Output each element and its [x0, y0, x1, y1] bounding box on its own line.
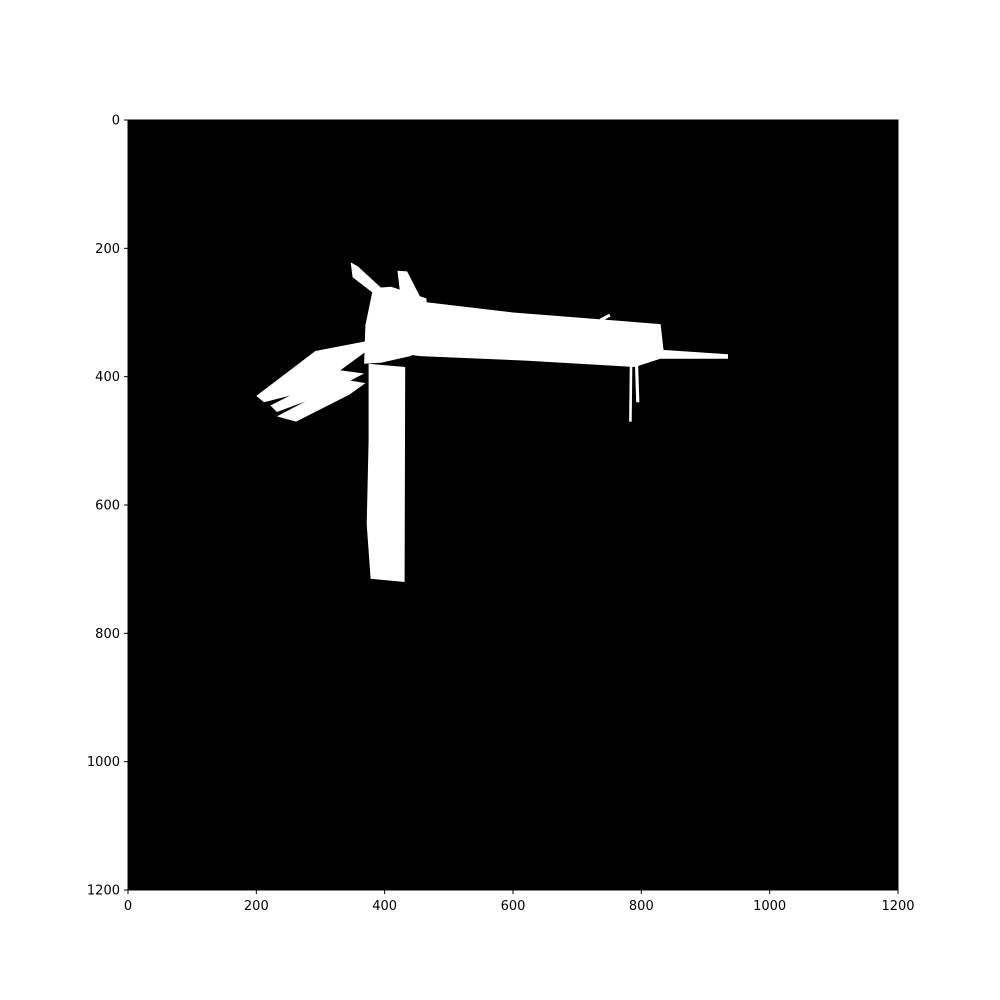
mask-region-lower-left-spike-a [256, 341, 367, 403]
mask-region-upper-left-spike [350, 262, 382, 292]
y-tick-label: 400 [95, 370, 120, 385]
y-tick-label: 800 [95, 627, 120, 642]
mask-region-main-horizontal-arm [378, 296, 665, 367]
y-tick-label: 1200 [87, 884, 120, 899]
y-tick-label: 200 [95, 242, 120, 257]
x-tick-label: 600 [501, 899, 526, 914]
x-tick-label: 1000 [753, 899, 786, 914]
mask-region-lower-left-spike-b [270, 370, 365, 412]
x-axis: 0 200 400 600 800 1000 1200 [124, 890, 915, 914]
mask-layer [256, 262, 728, 582]
mask-region-right-thin-line-b [634, 363, 640, 403]
mask-region-right-thin-line-a [629, 360, 633, 422]
x-tick-label: 800 [629, 899, 654, 914]
mask-region-vertical-arm [366, 363, 406, 582]
x-tick-label: 400 [372, 899, 397, 914]
y-axis: 0 200 400 600 800 1000 1200 [87, 114, 128, 899]
y-tick-label: 0 [112, 114, 120, 129]
y-tick-label: 1000 [87, 755, 120, 770]
mask-region-top-notch [397, 270, 420, 299]
x-tick-label: 200 [244, 899, 269, 914]
x-tick-label: 0 [124, 899, 132, 914]
mask-region-central-block [364, 286, 430, 364]
mask-region-small-fleck [599, 313, 611, 322]
plot-area-background [128, 120, 898, 890]
y-tick-label: 600 [95, 499, 120, 514]
mask-region-right-tip [660, 349, 728, 359]
x-tick-label: 1200 [881, 899, 914, 914]
mask-region-lower-left-spike-c [276, 379, 366, 422]
